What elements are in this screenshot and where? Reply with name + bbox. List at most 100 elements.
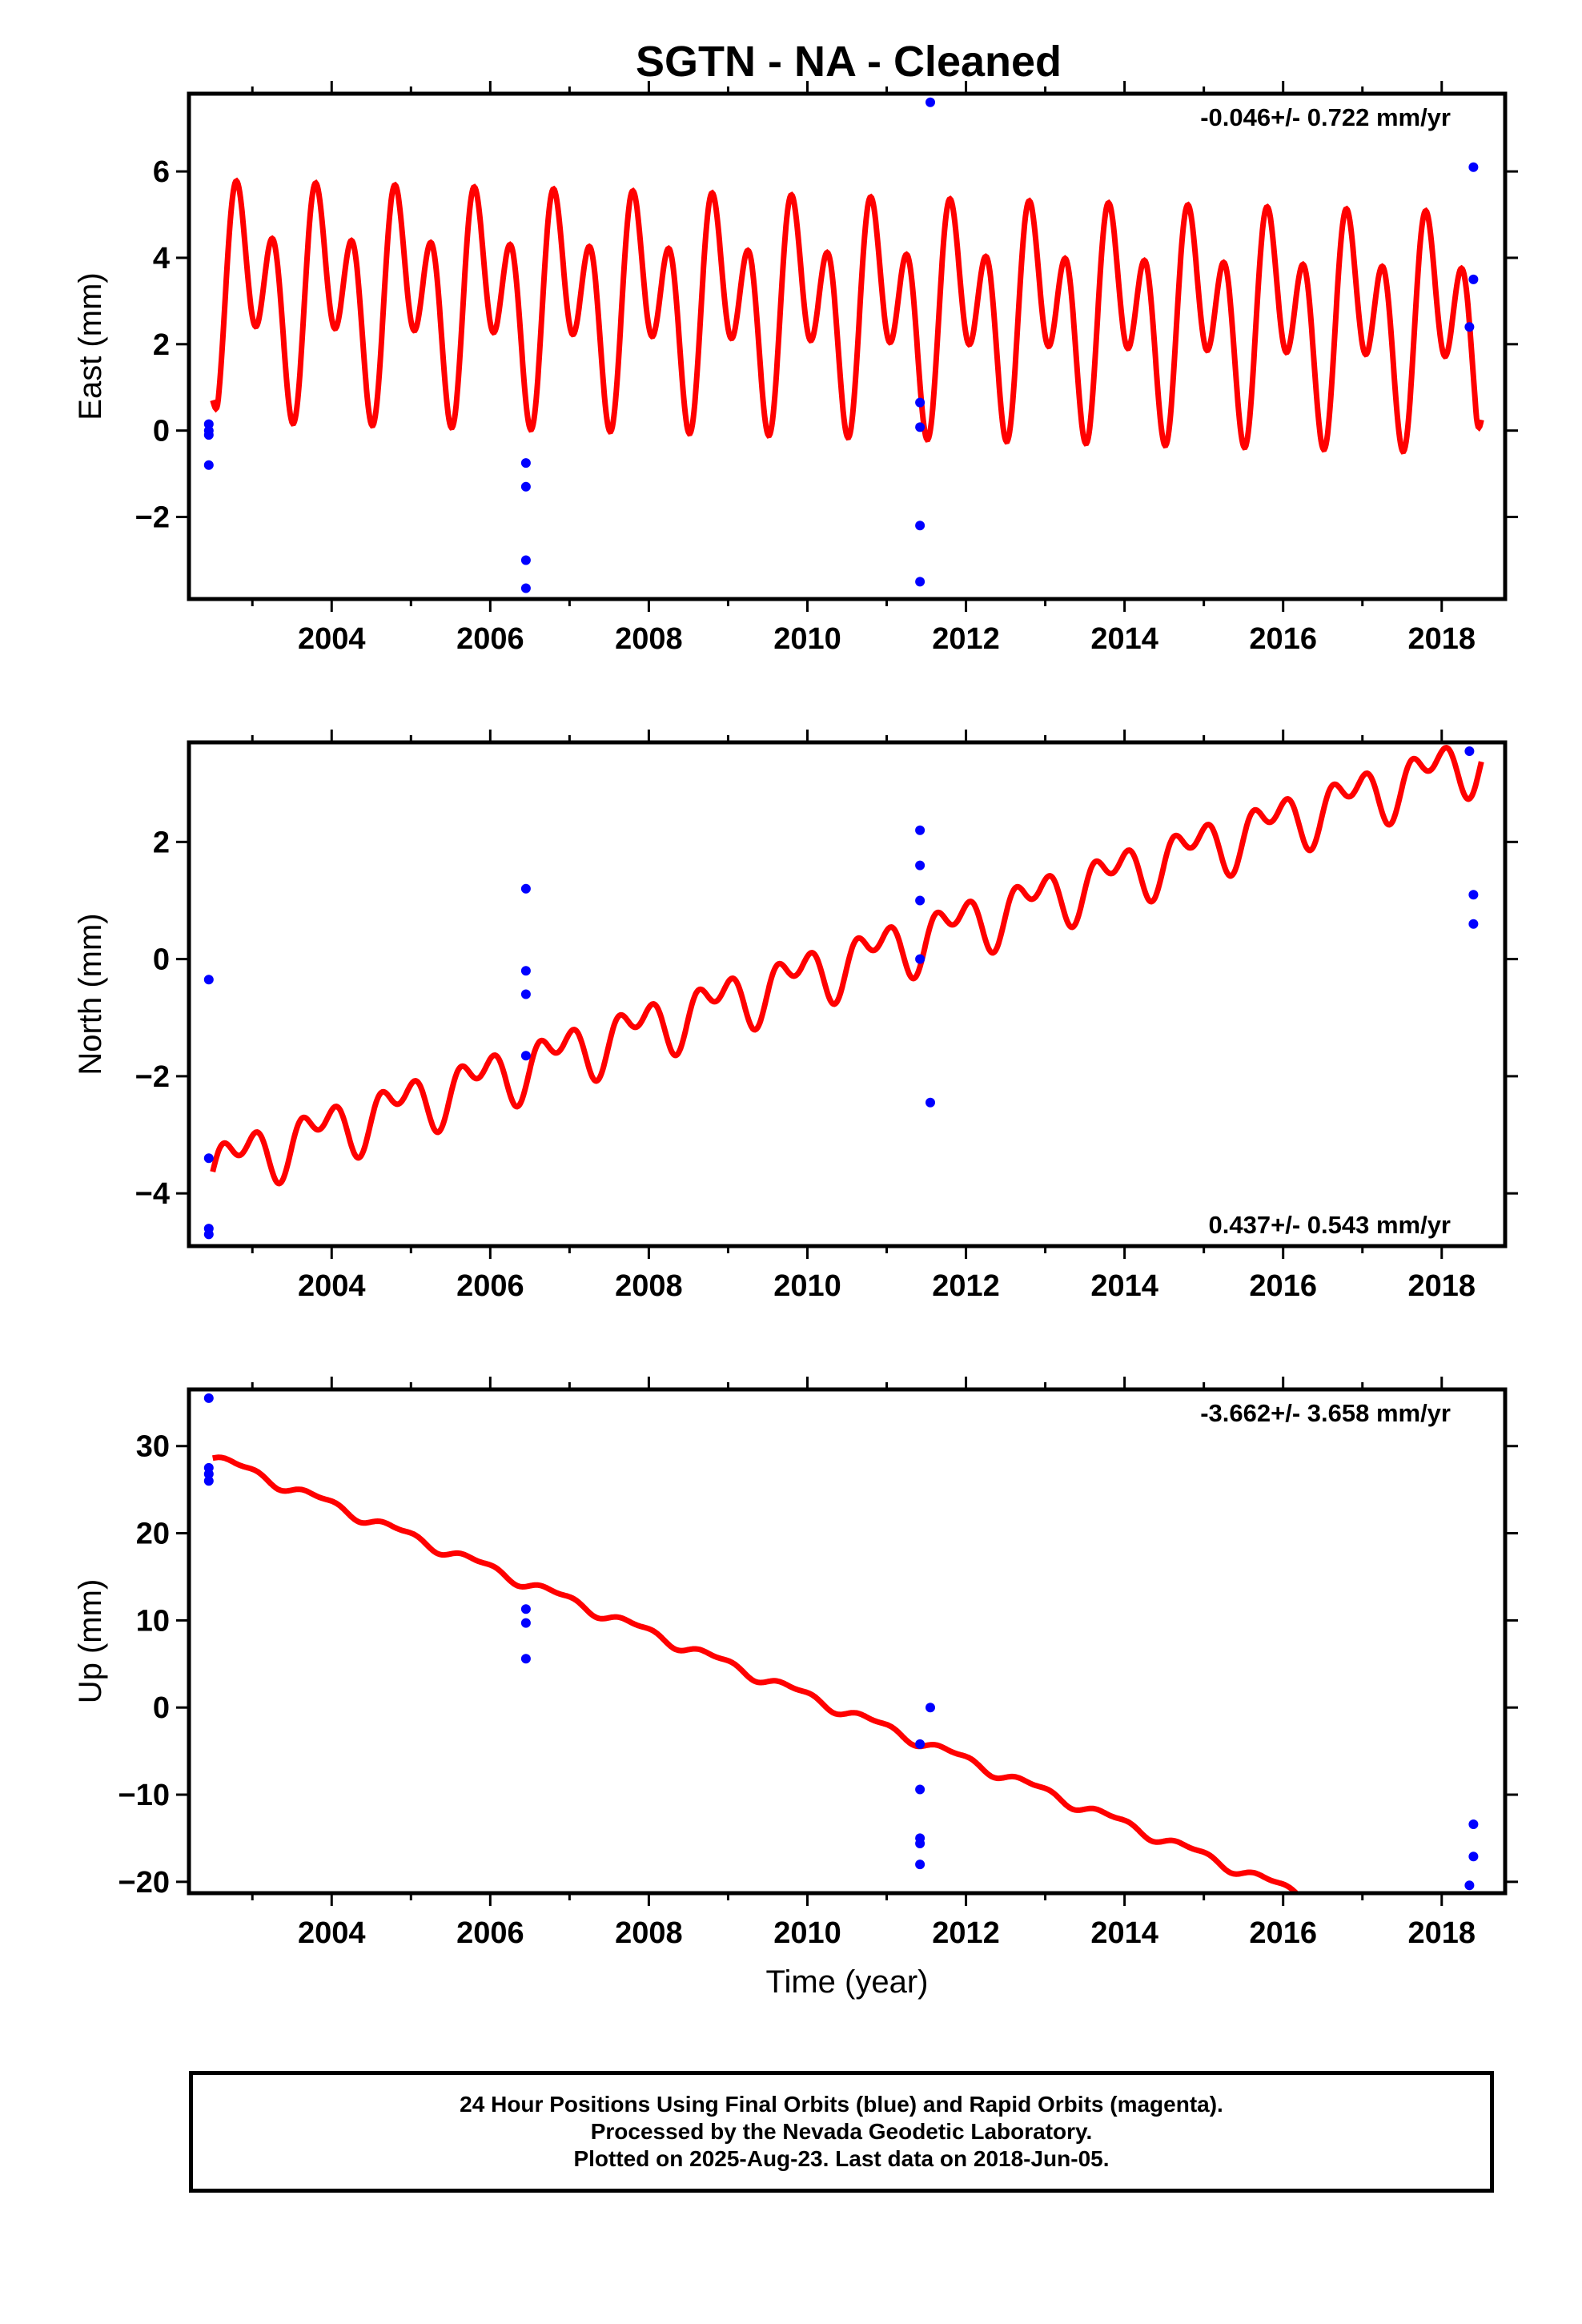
data-point [915, 521, 926, 531]
data-point [926, 97, 935, 107]
x-tick-label: 2014 [1090, 1269, 1158, 1303]
panel-2: 2004 2006 2008 2010 2012 2014 2016 2018 −4 −2 0 2 No… [73, 730, 1518, 1303]
y-axis-label: East (mm) [73, 272, 108, 420]
data-point [915, 1739, 926, 1749]
x-tick-label: 2004 [298, 1269, 366, 1303]
y-tick-label: 0 [153, 415, 170, 448]
x-tick-label: 2012 [932, 1269, 1000, 1303]
footer-line-1: 24 Hour Positions Using Final Orbits (bl… [460, 2092, 1223, 2117]
data-point [520, 481, 531, 492]
data-point [203, 1153, 214, 1164]
y-tick-label: 2 [153, 328, 170, 362]
data-point [915, 825, 926, 835]
x-axis-label: Time (year) [766, 1964, 929, 2000]
data-point [915, 1860, 926, 1870]
data-point [915, 397, 926, 408]
data-point [1468, 274, 1479, 284]
data-point [203, 1476, 214, 1486]
data-point [1464, 322, 1475, 332]
model-curve [210, 177, 1484, 455]
y-tick-label: 4 [153, 242, 170, 275]
y-tick-label: −4 [135, 1177, 170, 1211]
y-tick-label: 6 [153, 155, 170, 189]
panel-3: 2004 2006 2008 2010 2012 2014 2016 2018 −20 −10 0 1… [73, 1377, 1518, 2000]
chart-title: SGTN - NA - Cleaned [636, 38, 1062, 86]
y-tick-label: 30 [136, 1430, 170, 1464]
data-point [520, 555, 531, 565]
data-point [520, 1604, 531, 1614]
y-tick-label: −10 [118, 1779, 170, 1812]
x-tick-label: 2008 [615, 1269, 683, 1303]
footer-box: 24 Hour Positions Using Final Orbits (bl… [189, 2071, 1494, 2193]
data-point [1468, 1819, 1479, 1829]
y-tick-label: 0 [153, 943, 170, 977]
x-tick-label: 2006 [456, 1269, 524, 1303]
data-point [203, 460, 214, 470]
x-tick-label: 2018 [1407, 1269, 1476, 1303]
x-tick-label: 2010 [773, 622, 841, 656]
y-tick-label: −2 [135, 1060, 170, 1094]
data-point [203, 1469, 214, 1479]
y-tick-label: −2 [135, 501, 170, 535]
plot-frame [187, 1387, 1508, 1896]
footer-line-3: Plotted on 2025-Aug-23. Last data on 201… [573, 2146, 1110, 2171]
data-point [926, 1703, 935, 1713]
data-point [1468, 919, 1479, 929]
x-tick-label: 2010 [773, 1269, 841, 1303]
data-point [520, 1051, 531, 1061]
x-tick-label: 2014 [1090, 1916, 1158, 1950]
x-tick-label: 2008 [615, 1916, 683, 1950]
data-point [1468, 1852, 1479, 1862]
data-point [1464, 746, 1475, 756]
y-axis-label: Up (mm) [73, 1579, 108, 1704]
data-point [926, 1097, 935, 1108]
data-point [520, 458, 531, 468]
footer-line-2: Processed by the Nevada Geodetic Laborat… [590, 2119, 1093, 2144]
data-point [520, 883, 531, 894]
plot-frame [187, 91, 1508, 601]
x-tick-label: 2018 [1407, 1916, 1476, 1950]
data-point [915, 1784, 926, 1795]
data-point [915, 860, 926, 870]
x-tick-label: 2012 [932, 1916, 1000, 1950]
data-point [915, 954, 926, 964]
plot-frame [187, 740, 1508, 1248]
data-point [203, 430, 214, 440]
data-point [1464, 1880, 1475, 1891]
data-point [203, 975, 214, 985]
x-tick-label: 2016 [1249, 1269, 1317, 1303]
model-curve [210, 745, 1484, 1187]
data-point [520, 583, 531, 593]
y-tick-label: 2 [153, 826, 170, 859]
x-tick-label: 2012 [932, 622, 1000, 656]
rate-label: -0.046+/- 0.722 mm/yr [1200, 103, 1451, 131]
x-tick-label: 2018 [1407, 622, 1476, 656]
y-tick-label: 20 [136, 1518, 170, 1551]
x-tick-label: 2014 [1090, 622, 1158, 656]
data-point [203, 1229, 214, 1240]
y-tick-label: 0 [153, 1691, 170, 1725]
y-tick-label: 10 [136, 1604, 170, 1638]
x-tick-label: 2004 [298, 1916, 366, 1950]
panels: 2004 2006 2008 2010 2012 2014 2016 2018−20246Ea… [73, 81, 1518, 2000]
data-point [520, 1618, 531, 1628]
data-point [915, 577, 926, 587]
model-curve [212, 1454, 1300, 1893]
x-tick-label: 2016 [1249, 622, 1317, 656]
x-tick-label: 2016 [1249, 1916, 1317, 1950]
x-tick-label: 2006 [456, 1916, 524, 1950]
x-tick-label: 2006 [456, 622, 524, 656]
data-point [915, 895, 926, 906]
rate-label: -3.662+/- 3.658 mm/yr [1200, 1399, 1451, 1427]
x-tick-label: 2010 [773, 1916, 841, 1950]
y-tick-label: −20 [118, 1866, 170, 1900]
y-axis-label: North (mm) [73, 913, 108, 1075]
data-point [203, 1393, 214, 1403]
panel-1: 2004 2006 2008 2010 2012 2014 2016 2018 −2 0 2 4 6 Ea… [73, 81, 1518, 656]
x-tick-label: 2004 [298, 622, 366, 656]
data-point [520, 1654, 531, 1664]
data-point [915, 422, 926, 432]
data-point [1468, 162, 1479, 172]
data-point [520, 966, 531, 976]
